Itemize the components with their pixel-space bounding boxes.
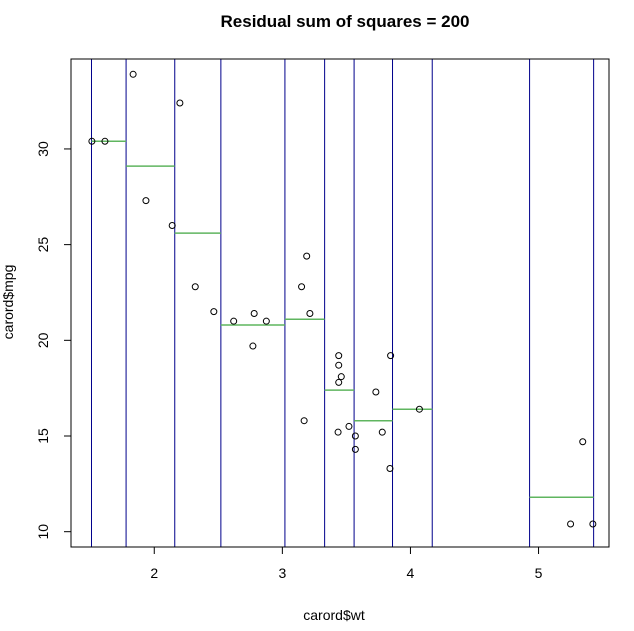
data-point-29 xyxy=(567,520,575,528)
data-point-2 xyxy=(129,70,137,78)
y-tick-label-0: 10 xyxy=(35,524,51,540)
plot-area xyxy=(70,58,610,548)
data-point-19 xyxy=(335,378,343,386)
data-point-5 xyxy=(176,99,184,107)
y-axis: 10 15 20 25 30 xyxy=(35,141,72,540)
data-point-17 xyxy=(335,361,343,369)
data-points xyxy=(88,70,597,528)
plot-frame xyxy=(70,58,610,548)
data-point-22 xyxy=(351,432,359,440)
data-point-21 xyxy=(345,422,353,430)
data-point-13 xyxy=(300,417,308,425)
y-axis-label: carord$mpg xyxy=(0,265,16,340)
data-point-8 xyxy=(230,317,238,325)
data-point-25 xyxy=(378,428,386,436)
x-axis: 2 3 4 5 xyxy=(150,546,543,581)
x-tick-label-2: 4 xyxy=(407,565,415,581)
data-point-0 xyxy=(88,137,96,145)
x-tick-label-1: 3 xyxy=(278,565,286,581)
data-point-20 xyxy=(337,373,345,381)
data-point-28 xyxy=(415,405,423,413)
chart-title: Residual sum of squares = 200 xyxy=(221,12,470,31)
y-tick-label-3: 25 xyxy=(35,237,51,253)
data-point-27 xyxy=(387,352,395,360)
data-point-12 xyxy=(298,283,306,291)
data-point-14 xyxy=(303,252,311,260)
data-point-3 xyxy=(142,197,150,205)
data-point-10 xyxy=(250,310,258,318)
data-point-11 xyxy=(262,317,270,325)
x-axis-label: carord$wt xyxy=(303,607,365,623)
data-point-4 xyxy=(168,221,176,229)
split-lines xyxy=(90,59,595,547)
y-tick-label-1: 15 xyxy=(35,428,51,444)
data-point-16 xyxy=(334,428,342,436)
x-tick-label-3: 5 xyxy=(535,565,543,581)
data-point-7 xyxy=(210,308,218,316)
y-tick-label-2: 20 xyxy=(35,332,51,348)
fit-segments xyxy=(91,140,594,498)
data-point-24 xyxy=(372,388,380,396)
data-point-1 xyxy=(101,137,109,145)
data-point-26 xyxy=(386,465,394,473)
data-point-30 xyxy=(579,438,587,446)
x-tick-label-0: 2 xyxy=(150,565,158,581)
data-point-9 xyxy=(249,342,257,350)
data-point-18 xyxy=(335,352,343,360)
data-point-23 xyxy=(351,445,359,453)
data-point-31 xyxy=(589,520,597,528)
data-point-6 xyxy=(191,283,199,291)
y-tick-label-4: 30 xyxy=(35,141,51,157)
data-point-15 xyxy=(306,310,314,318)
